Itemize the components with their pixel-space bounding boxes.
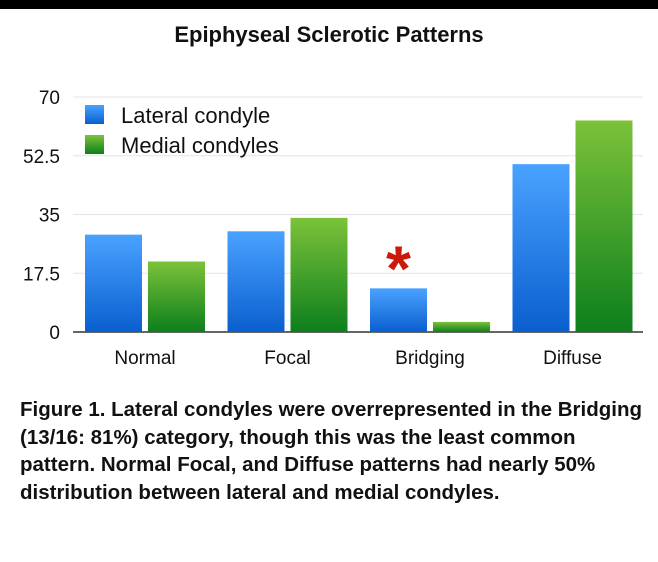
bar-focal-lateral	[227, 231, 285, 332]
bar-diffuse-lateral	[512, 164, 570, 332]
bar-focal-medial	[290, 217, 348, 332]
x-tick-label: Focal	[264, 348, 310, 369]
legend-swatch	[85, 105, 104, 124]
significance-asterisk: *	[386, 232, 411, 304]
y-tick-label: 52.5	[23, 147, 60, 168]
legend-swatch	[85, 135, 104, 154]
bar-normal-medial	[148, 261, 205, 332]
bar-bridging-medial	[433, 321, 490, 332]
chart-title: Epiphyseal Sclerotic Patterns	[174, 22, 484, 47]
x-tick-label: Diffuse	[543, 348, 602, 369]
y-tick-label: 35	[39, 206, 60, 227]
x-tick-label: Normal	[114, 348, 175, 369]
legend-label: Lateral condyle	[121, 103, 270, 128]
figure-caption: Figure 1. Lateral condyles were overrepr…	[20, 398, 643, 504]
legend-label: Medial condyles	[121, 133, 279, 158]
x-tick-label: Bridging	[395, 348, 465, 369]
y-tick-label: 70	[39, 88, 60, 109]
top-bar	[0, 0, 658, 9]
bar-normal-lateral	[85, 234, 142, 332]
y-tick-label: 0	[49, 323, 60, 344]
bar-bridging-lateral	[370, 288, 427, 332]
bar-chart: 0 17.5 35 52.5 70 Normal Focal Bridging * Diffuse…	[23, 88, 643, 369]
bar-diffuse-medial	[575, 120, 633, 332]
y-tick-label: 17.5	[23, 264, 60, 285]
